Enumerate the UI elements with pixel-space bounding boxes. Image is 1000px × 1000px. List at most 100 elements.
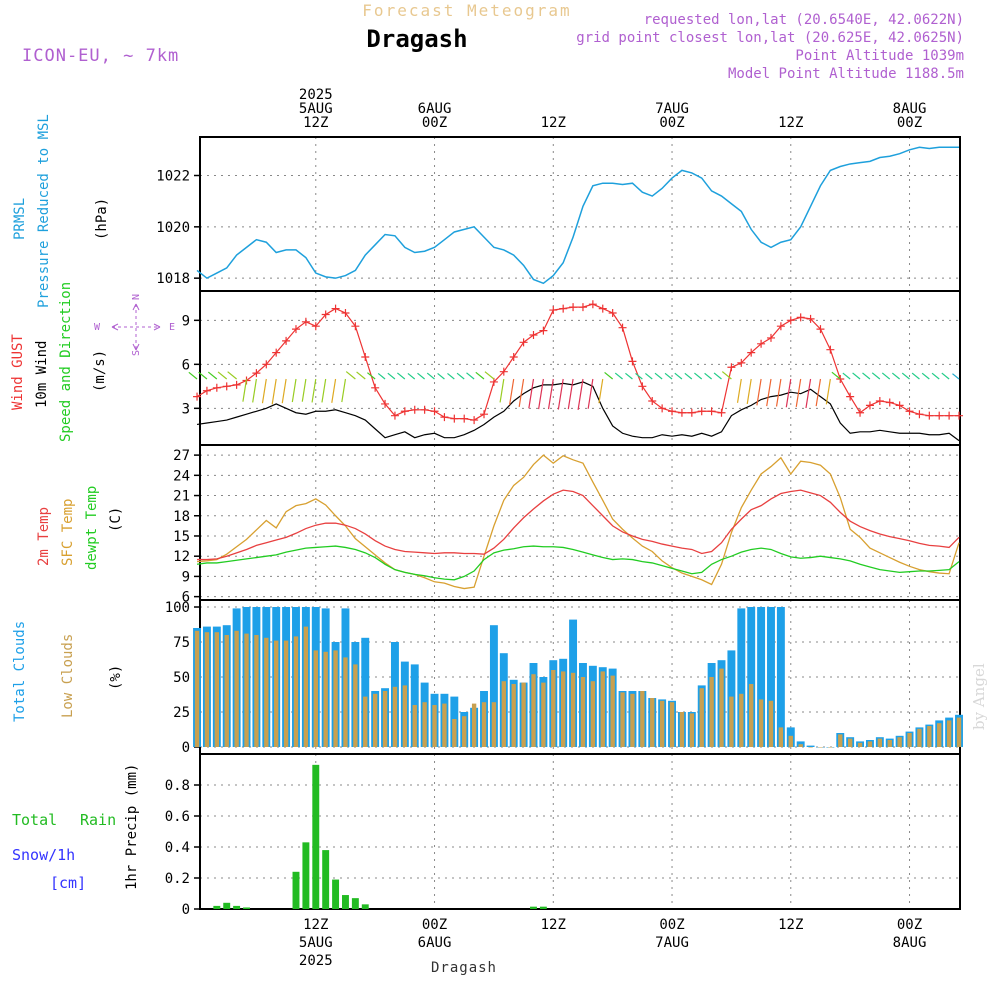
gust-point: [945, 411, 954, 420]
precip-panel: Total Rain Snow/1h [cm] 1hr Precip (mm) …: [12, 753, 961, 918]
ytick-label: 9: [182, 569, 190, 585]
low-cloud-bar: [254, 635, 259, 747]
gust-point: [371, 383, 380, 392]
wind-arrow: [207, 371, 218, 380]
rain-bar: [213, 905, 221, 909]
gust-point: [865, 401, 874, 410]
wind-arrow: [547, 378, 554, 410]
gust-point: [658, 404, 667, 413]
gust-point: [776, 322, 785, 331]
time-label: 12Z: [303, 115, 328, 131]
wind-arrow: [217, 371, 228, 380]
time-label: 00Z: [897, 917, 922, 933]
low-cloud-bar: [610, 675, 615, 747]
gust-point: [955, 411, 964, 420]
gust-point: [410, 405, 419, 414]
wind-arrow: [345, 371, 356, 380]
gust-point: [390, 411, 399, 420]
wind-arrow: [227, 371, 237, 380]
wind-arrow: [664, 372, 673, 380]
ytick-label: 100: [165, 600, 190, 616]
rain-bar: [312, 764, 320, 909]
low-cloud-bar: [392, 686, 398, 747]
wind-arrow: [356, 371, 366, 380]
gust-point: [608, 309, 617, 317]
wind-arrow: [931, 372, 940, 380]
wind-arrow: [645, 372, 653, 380]
total-cloud-bar: [489, 625, 498, 747]
gust-point: [598, 304, 607, 313]
time-label: 2025: [299, 953, 333, 969]
low-cloud-bar: [313, 650, 318, 747]
wind-arrow: [911, 372, 920, 380]
wind-arrow: [795, 378, 802, 407]
ytick-label: 9: [182, 313, 190, 329]
low-cloud-bar: [481, 702, 487, 747]
gust-point: [648, 397, 657, 405]
gust-point: [786, 316, 795, 325]
time-label: 5AUG: [299, 101, 333, 117]
compass-east: E: [169, 322, 175, 333]
wind-arrow: [852, 372, 861, 380]
wind-arrow: [557, 378, 564, 410]
wind-arrow: [625, 372, 633, 380]
wind-arrow: [252, 378, 257, 403]
time-label: 12Z: [303, 917, 328, 933]
wind-arrow: [377, 372, 386, 380]
wind-speed-line: [196, 381, 960, 442]
wind-arrow: [713, 372, 722, 380]
total-cloud-bar: [747, 607, 756, 747]
wind-arrow: [567, 378, 574, 410]
time-label: 00Z: [422, 115, 447, 131]
gust-point: [578, 303, 587, 312]
temperature-panel: 2m Temp SFC Temp dewpt Temp (C) 6 9 12 15 18…: [36, 444, 961, 606]
gust-point: [202, 386, 211, 395]
gust-point: [440, 413, 449, 422]
time-label: 12Z: [541, 115, 566, 131]
time-label: 8AUG: [893, 935, 927, 951]
wind-arrow: [528, 378, 535, 409]
wind-arrow: [484, 371, 495, 380]
time-label: 6AUG: [418, 935, 452, 951]
total-cloud-bar: [757, 607, 766, 747]
wind-arrow: [704, 372, 712, 380]
ytick-label: 50: [173, 670, 190, 686]
ytick-label: 21: [173, 489, 190, 505]
gust-point: [529, 331, 538, 339]
time-label: 00Z: [897, 115, 922, 131]
gust-point: [301, 317, 310, 326]
wind-arrow: [271, 378, 277, 405]
time-label: 12Z: [778, 917, 803, 933]
low-cloud-bar: [828, 747, 833, 748]
time-label: 2025: [299, 87, 333, 103]
wind-arrow: [766, 378, 772, 407]
low-cloud-bar: [729, 696, 734, 747]
wind-arrow: [456, 372, 465, 380]
ytick-label: 0: [182, 740, 190, 756]
wind-arrow: [426, 372, 435, 380]
ytick-label: 24: [173, 468, 190, 484]
wind-arrow: [604, 371, 614, 380]
wind-arrow: [654, 372, 663, 380]
gust-point: [856, 408, 865, 417]
wind-arrow: [694, 372, 703, 380]
pressure-line: [196, 146, 960, 285]
total-cloud-bar: [776, 607, 785, 747]
low-cloud-bar: [758, 699, 764, 747]
low-cloud-bar: [432, 705, 437, 747]
gust-point: [361, 353, 370, 361]
meteogram-title: Forecast Meteogram: [362, 1, 571, 20]
gust-point: [311, 322, 320, 331]
wind-arrow: [815, 378, 822, 407]
wind-arrow: [397, 372, 406, 380]
low-cloud-bar: [937, 723, 942, 747]
gust-point: [351, 322, 360, 331]
temp-label-sfc: SFC Temp: [60, 499, 76, 566]
panel-frame: [199, 290, 961, 446]
ytick-label: 3: [182, 401, 190, 417]
wind-arrow: [387, 372, 396, 380]
gust-point: [717, 408, 726, 417]
gust-point: [925, 411, 934, 420]
low-cloud-bar: [234, 630, 239, 747]
wind-arrow: [736, 378, 742, 403]
